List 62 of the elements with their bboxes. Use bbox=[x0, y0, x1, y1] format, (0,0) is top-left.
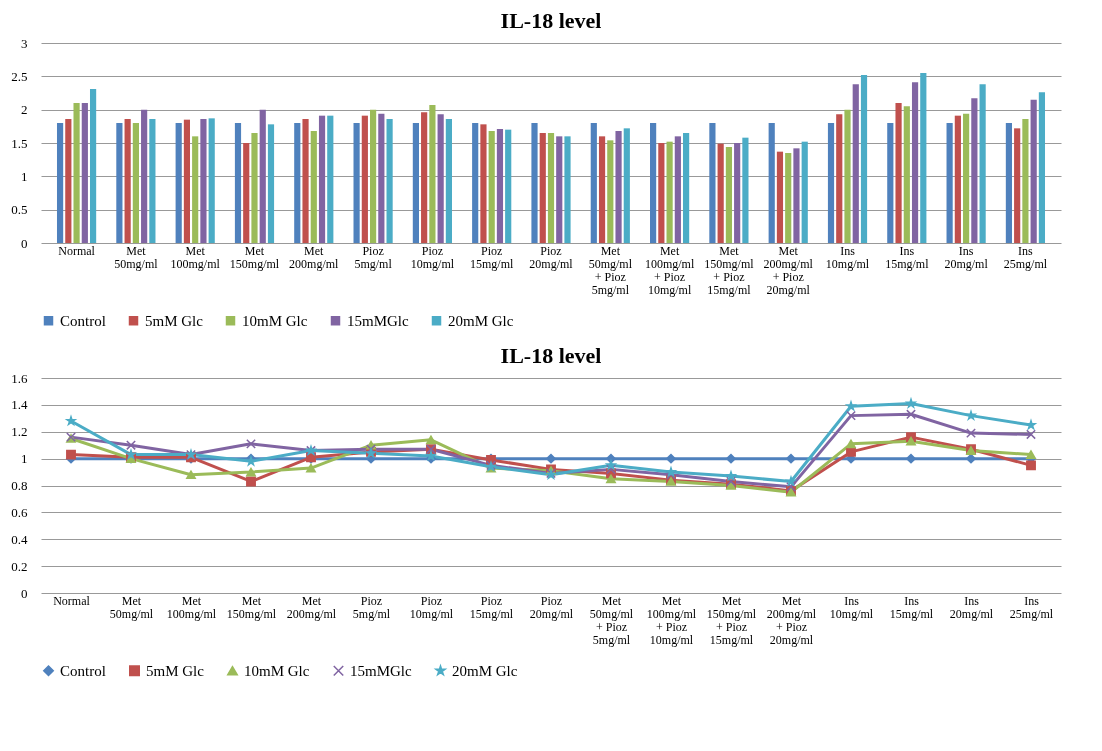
legend-label: 15mMGlc bbox=[350, 662, 412, 679]
chart-title: IL-18 level bbox=[500, 8, 602, 33]
y-tick-label: 1.4 bbox=[11, 397, 28, 413]
x-tick-label: Met 100mg/ml + Pioz 10mg/ml bbox=[644, 243, 695, 297]
x-tick-label: Pioz 10mg/ml bbox=[409, 593, 454, 621]
legend-label: 5mM Glc bbox=[145, 312, 204, 329]
x-tick-label: Pioz 5mg/ml bbox=[352, 593, 391, 621]
y-tick-label: 0.2 bbox=[11, 558, 28, 574]
y-tick-label: 2 bbox=[21, 102, 28, 118]
x-tick-label: Met 200mg/ml + Pioz 20mg/ml bbox=[763, 243, 814, 297]
y-tick-label: 0.4 bbox=[11, 531, 28, 547]
y-tick-label: 1.5 bbox=[11, 135, 28, 151]
x-tick-label: Pioz 5mg/ml bbox=[354, 243, 393, 271]
x-tick-label: Ins 15mg/ml bbox=[885, 243, 930, 271]
x-tick-label: Ins 10mg/ml bbox=[825, 243, 870, 271]
x-tick-label: Pioz 20mg/ml bbox=[529, 243, 574, 271]
x-tick-label: Met 100mg/ml bbox=[166, 593, 217, 621]
y-tick-label: 0 bbox=[21, 585, 28, 601]
x-tick-label: Pioz 15mg/ml bbox=[470, 243, 515, 271]
x-tick-label: Met 150mg/ml + Pioz 15mg/ml bbox=[704, 243, 755, 297]
x-tick-label: Met 100mg/ml + Pioz 10mg/ml bbox=[646, 593, 697, 647]
x-tick-label: Pioz 10mg/ml bbox=[410, 243, 455, 271]
legend-label: 15mMGlc bbox=[347, 312, 409, 329]
x-tick-label: Met 50mg/ml bbox=[114, 243, 159, 271]
y-tick-label: 3 bbox=[21, 35, 28, 51]
y-tick-label: 0.5 bbox=[11, 202, 28, 218]
x-tick-label: Normal bbox=[53, 593, 91, 608]
x-tick-label: Pioz 20mg/ml bbox=[529, 593, 574, 621]
x-tick-label: Met 200mg/ml + Pioz 20mg/ml bbox=[766, 593, 817, 647]
x-tick-label: Met 150mg/ml + Pioz 15mg/ml bbox=[706, 593, 757, 647]
legend-label: 20mM Glc bbox=[448, 312, 514, 329]
x-tick-label: Met 50mg/ml bbox=[109, 593, 154, 621]
x-tick-label: Met 200mg/ml bbox=[289, 243, 340, 271]
y-tick-label: 0 bbox=[21, 235, 28, 251]
x-tick-label: Ins 25mg/ml bbox=[1009, 593, 1054, 621]
y-tick-label: 0.6 bbox=[11, 504, 28, 520]
legend-label: 10mM Glc bbox=[244, 662, 310, 679]
x-tick-label: Normal bbox=[58, 243, 96, 258]
x-tick-label: Ins 15mg/ml bbox=[889, 593, 934, 621]
y-tick-label: 2.5 bbox=[11, 68, 28, 84]
x-tick-label: Ins 20mg/ml bbox=[949, 593, 994, 621]
x-tick-label: Ins 20mg/ml bbox=[944, 243, 989, 271]
legend-label: 20mM Glc bbox=[452, 662, 518, 679]
x-tick-label: Pioz 15mg/ml bbox=[469, 593, 514, 621]
y-tick-label: 0.8 bbox=[11, 478, 28, 493]
y-tick-label: 1 bbox=[21, 451, 28, 467]
x-tick-label: Ins 25mg/ml bbox=[1003, 243, 1048, 271]
x-tick-label: Met 100mg/ml bbox=[170, 243, 221, 271]
x-tick-label: Met 150mg/ml bbox=[229, 243, 280, 271]
x-tick-label: Met 50mg/ml + Pioz 5mg/ml bbox=[589, 593, 634, 647]
legend-label: Control bbox=[60, 312, 106, 329]
y-tick-label: 1.6 bbox=[11, 370, 28, 386]
legend-label: 10mM Glc bbox=[242, 312, 308, 329]
legend-label: 5mM Glc bbox=[146, 662, 205, 679]
y-tick-label: 1 bbox=[21, 168, 28, 184]
x-tick-label: Met 50mg/ml + Pioz 5mg/ml bbox=[588, 243, 633, 297]
chart-title: IL-18 level bbox=[500, 343, 602, 368]
x-tick-label: Met 200mg/ml bbox=[286, 593, 337, 621]
x-tick-label: Met 150mg/ml bbox=[226, 593, 277, 621]
y-tick-label: 1.2 bbox=[11, 424, 28, 440]
legend-label: Control bbox=[60, 662, 106, 679]
x-tick-label: Ins 10mg/ml bbox=[829, 593, 874, 621]
